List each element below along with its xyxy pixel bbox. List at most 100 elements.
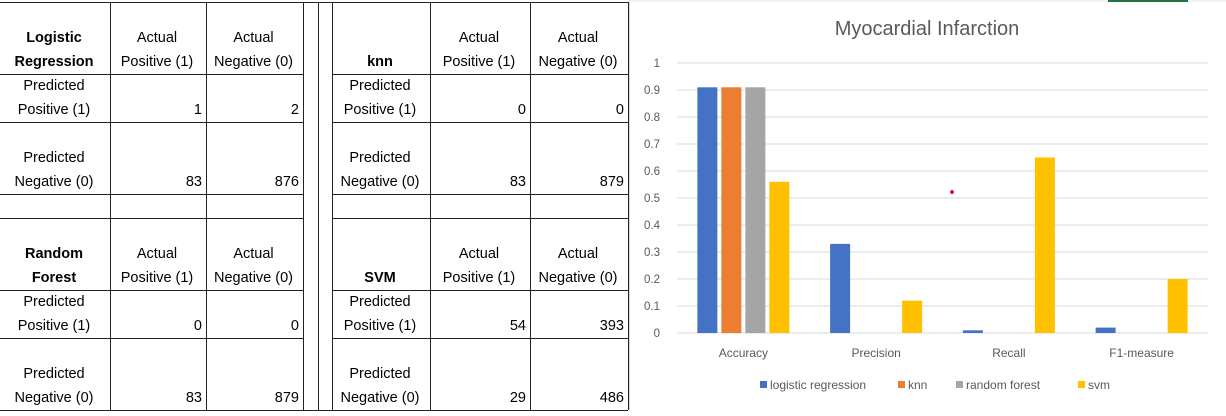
chart-title: Myocardial Infarction — [835, 18, 1020, 40]
model-name: Forest — [31, 270, 77, 286]
legend-swatch — [898, 381, 905, 388]
bar-svm — [1167, 279, 1188, 333]
chart-panel[interactable]: Myocardial Infarction 0 0.1 0.2 0.3 0.4 0.5 0.… — [629, 0, 1226, 411]
x-tick-label: Recall — [992, 346, 1025, 360]
column-header: Negative (0) — [214, 54, 293, 70]
matrix-value: 83 — [509, 174, 526, 190]
bar-svm — [1034, 157, 1055, 333]
bar-logistic-regression — [697, 87, 718, 333]
bar-random-forest — [745, 87, 766, 333]
bar-logistic-regression — [830, 243, 851, 333]
y-tick-label: 0.2 — [644, 274, 660, 286]
column-header: Actual — [458, 246, 500, 262]
legend-swatch — [760, 381, 767, 388]
matrix-value: 486 — [599, 390, 624, 406]
y-tick-label: 0.1 — [644, 301, 660, 313]
model-name: Random — [25, 246, 83, 262]
grid-row-line — [0, 2, 628, 3]
bar-svm — [902, 300, 923, 333]
row-label: Positive (1) — [343, 102, 417, 118]
column-header: Actual — [233, 246, 274, 262]
column-header: Actual — [233, 30, 274, 46]
matrix-value: 879 — [274, 390, 299, 406]
separator-col — [304, 3, 318, 410]
matrix-value: 83 — [185, 174, 202, 190]
matrix-value: 83 — [185, 390, 202, 406]
matrix-value: 2 — [290, 102, 299, 118]
y-tick-label: 0.7 — [644, 139, 660, 151]
model-name: knn — [367, 54, 393, 70]
legend-swatch — [1078, 381, 1085, 388]
column-header: Negative (0) — [538, 54, 618, 70]
row-label: Negative (0) — [14, 174, 94, 190]
separator-col — [319, 3, 332, 410]
active-cell-indicator — [1108, 0, 1188, 2]
legend-entry: random forest — [966, 378, 1041, 392]
column-header: Negative (0) — [538, 270, 618, 286]
legend-entry: logistic regression — [770, 378, 866, 392]
x-tick-label: Accuracy — [719, 346, 768, 360]
grid-col-line — [332, 2, 333, 410]
y-tick-label: 0.6 — [644, 166, 660, 178]
model-name: Logistic — [26, 30, 82, 46]
column-header: Positive (1) — [120, 270, 194, 286]
row-label: Negative (0) — [340, 174, 420, 190]
matrix-value: 0 — [193, 318, 202, 334]
gridlines — [677, 62, 1208, 334]
y-tick-label: 0.8 — [644, 112, 660, 124]
model-name: SVM — [364, 270, 396, 286]
grid-col-line — [530, 2, 531, 410]
grid-col-line — [110, 2, 111, 410]
grid-col-line — [303, 2, 304, 410]
x-tick-label: Precision — [851, 346, 900, 360]
confusion-matrix-sheet: Logistic Regression Actual Positive (1) Actu… — [0, 0, 629, 411]
grid-col-line — [628, 2, 629, 410]
row-label: Predicted — [23, 366, 85, 382]
matrix-value: 54 — [509, 318, 526, 334]
row-label: Predicted — [349, 366, 411, 382]
legend-swatch — [956, 381, 963, 388]
column-header: Actual — [136, 246, 178, 262]
matrix-value: 393 — [599, 318, 624, 334]
marker-dot — [950, 190, 954, 194]
bar-logistic-regression — [1095, 327, 1116, 333]
row-label: Predicted — [349, 78, 411, 94]
column-header: Actual — [557, 30, 599, 46]
matrix-value: 1 — [193, 102, 202, 118]
grid-col-line — [430, 2, 431, 410]
bar-svm — [769, 181, 790, 333]
column-header: Positive (1) — [120, 54, 194, 70]
y-tick-label: 0.5 — [644, 193, 660, 205]
column-header: Actual — [557, 246, 599, 262]
matrix-value: 0 — [290, 318, 299, 334]
x-tick-label: F1-measure — [1109, 346, 1174, 360]
bar-logistic-regression — [962, 330, 983, 333]
matrix-value: 0 — [615, 102, 624, 118]
column-header: Negative (0) — [214, 270, 293, 286]
legend-entry: svm — [1088, 378, 1110, 392]
y-tick-label: 0.3 — [644, 247, 660, 259]
model-name: Regression — [14, 54, 94, 70]
sheet-header-strip — [630, 0, 1226, 2]
column-header: Positive (1) — [442, 54, 516, 70]
grid-col-line — [206, 2, 207, 410]
row-label: Positive (1) — [343, 318, 417, 334]
y-tick-label: 0.9 — [644, 85, 660, 97]
column-header: Actual — [136, 30, 178, 46]
bar-chart: Myocardial Infarction 0 0.1 0.2 0.3 0.4 0.5 0.… — [644, 18, 1208, 392]
column-header: Actual — [458, 30, 500, 46]
legend-entry: knn — [908, 378, 927, 392]
row-label: Negative (0) — [14, 390, 94, 406]
row-label: Predicted — [349, 294, 411, 310]
legend: logistic regression knn random forest svm — [760, 378, 1110, 392]
bar-knn — [721, 87, 742, 333]
y-tick-label: 0.4 — [644, 220, 661, 232]
row-label: Predicted — [23, 294, 85, 310]
bars — [697, 87, 1188, 333]
matrix-value: 879 — [599, 174, 624, 190]
row-label: Predicted — [349, 150, 411, 166]
y-axis-ticks: 0 0.1 0.2 0.3 0.4 0.5 0.6 0.7 0.8 0.9 1 — [644, 58, 661, 340]
y-tick-label: 1 — [654, 58, 660, 70]
y-tick-label: 0 — [654, 328, 660, 340]
row-label: Predicted — [23, 150, 85, 166]
